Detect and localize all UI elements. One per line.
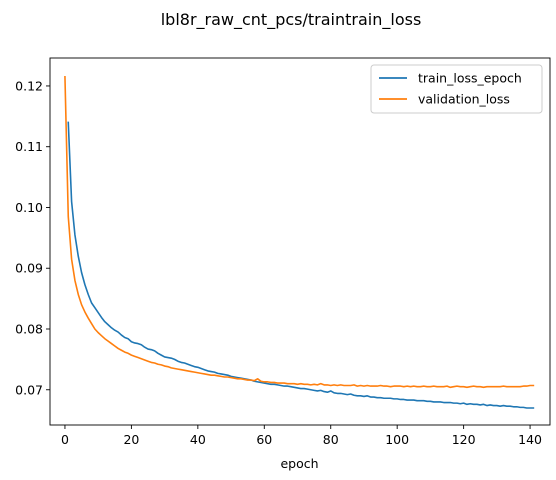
series-line-train-loss-epoch [68,122,533,408]
series-line-validation-loss [65,77,533,387]
x-tick-label: 0 [61,432,69,447]
x-tick-label: 100 [385,432,409,447]
x-tick-label: 80 [323,432,339,447]
legend-label-train-loss-epoch: train_loss_epoch [418,71,522,86]
chart-title: lbl8r_raw_cnt_pcs/traintrain_loss [161,10,422,30]
x-tick-label: 60 [256,432,272,447]
x-tick-label: 140 [518,432,542,447]
legend-label-validation-loss: validation_loss [418,92,510,107]
legend: train_loss_epoch validation_loss [371,65,542,113]
x-tick-label: 40 [190,432,206,447]
y-tick-label: 0.07 [15,382,43,397]
y-tick-label: 0.08 [15,321,43,336]
x-tick-label: 120 [452,432,476,447]
y-tick-label: 0.09 [15,261,43,276]
y-tick-label: 0.11 [15,139,43,154]
y-tick-label: 0.10 [15,200,43,215]
x-tick-label: 20 [123,432,139,447]
plot-area: 0 20 40 60 80 100 120 140 0.07 0.08 0.09 0.10 0.11 0.… [15,58,550,447]
x-axis-label: epoch [280,456,318,471]
y-tick-label: 0.12 [15,78,43,93]
